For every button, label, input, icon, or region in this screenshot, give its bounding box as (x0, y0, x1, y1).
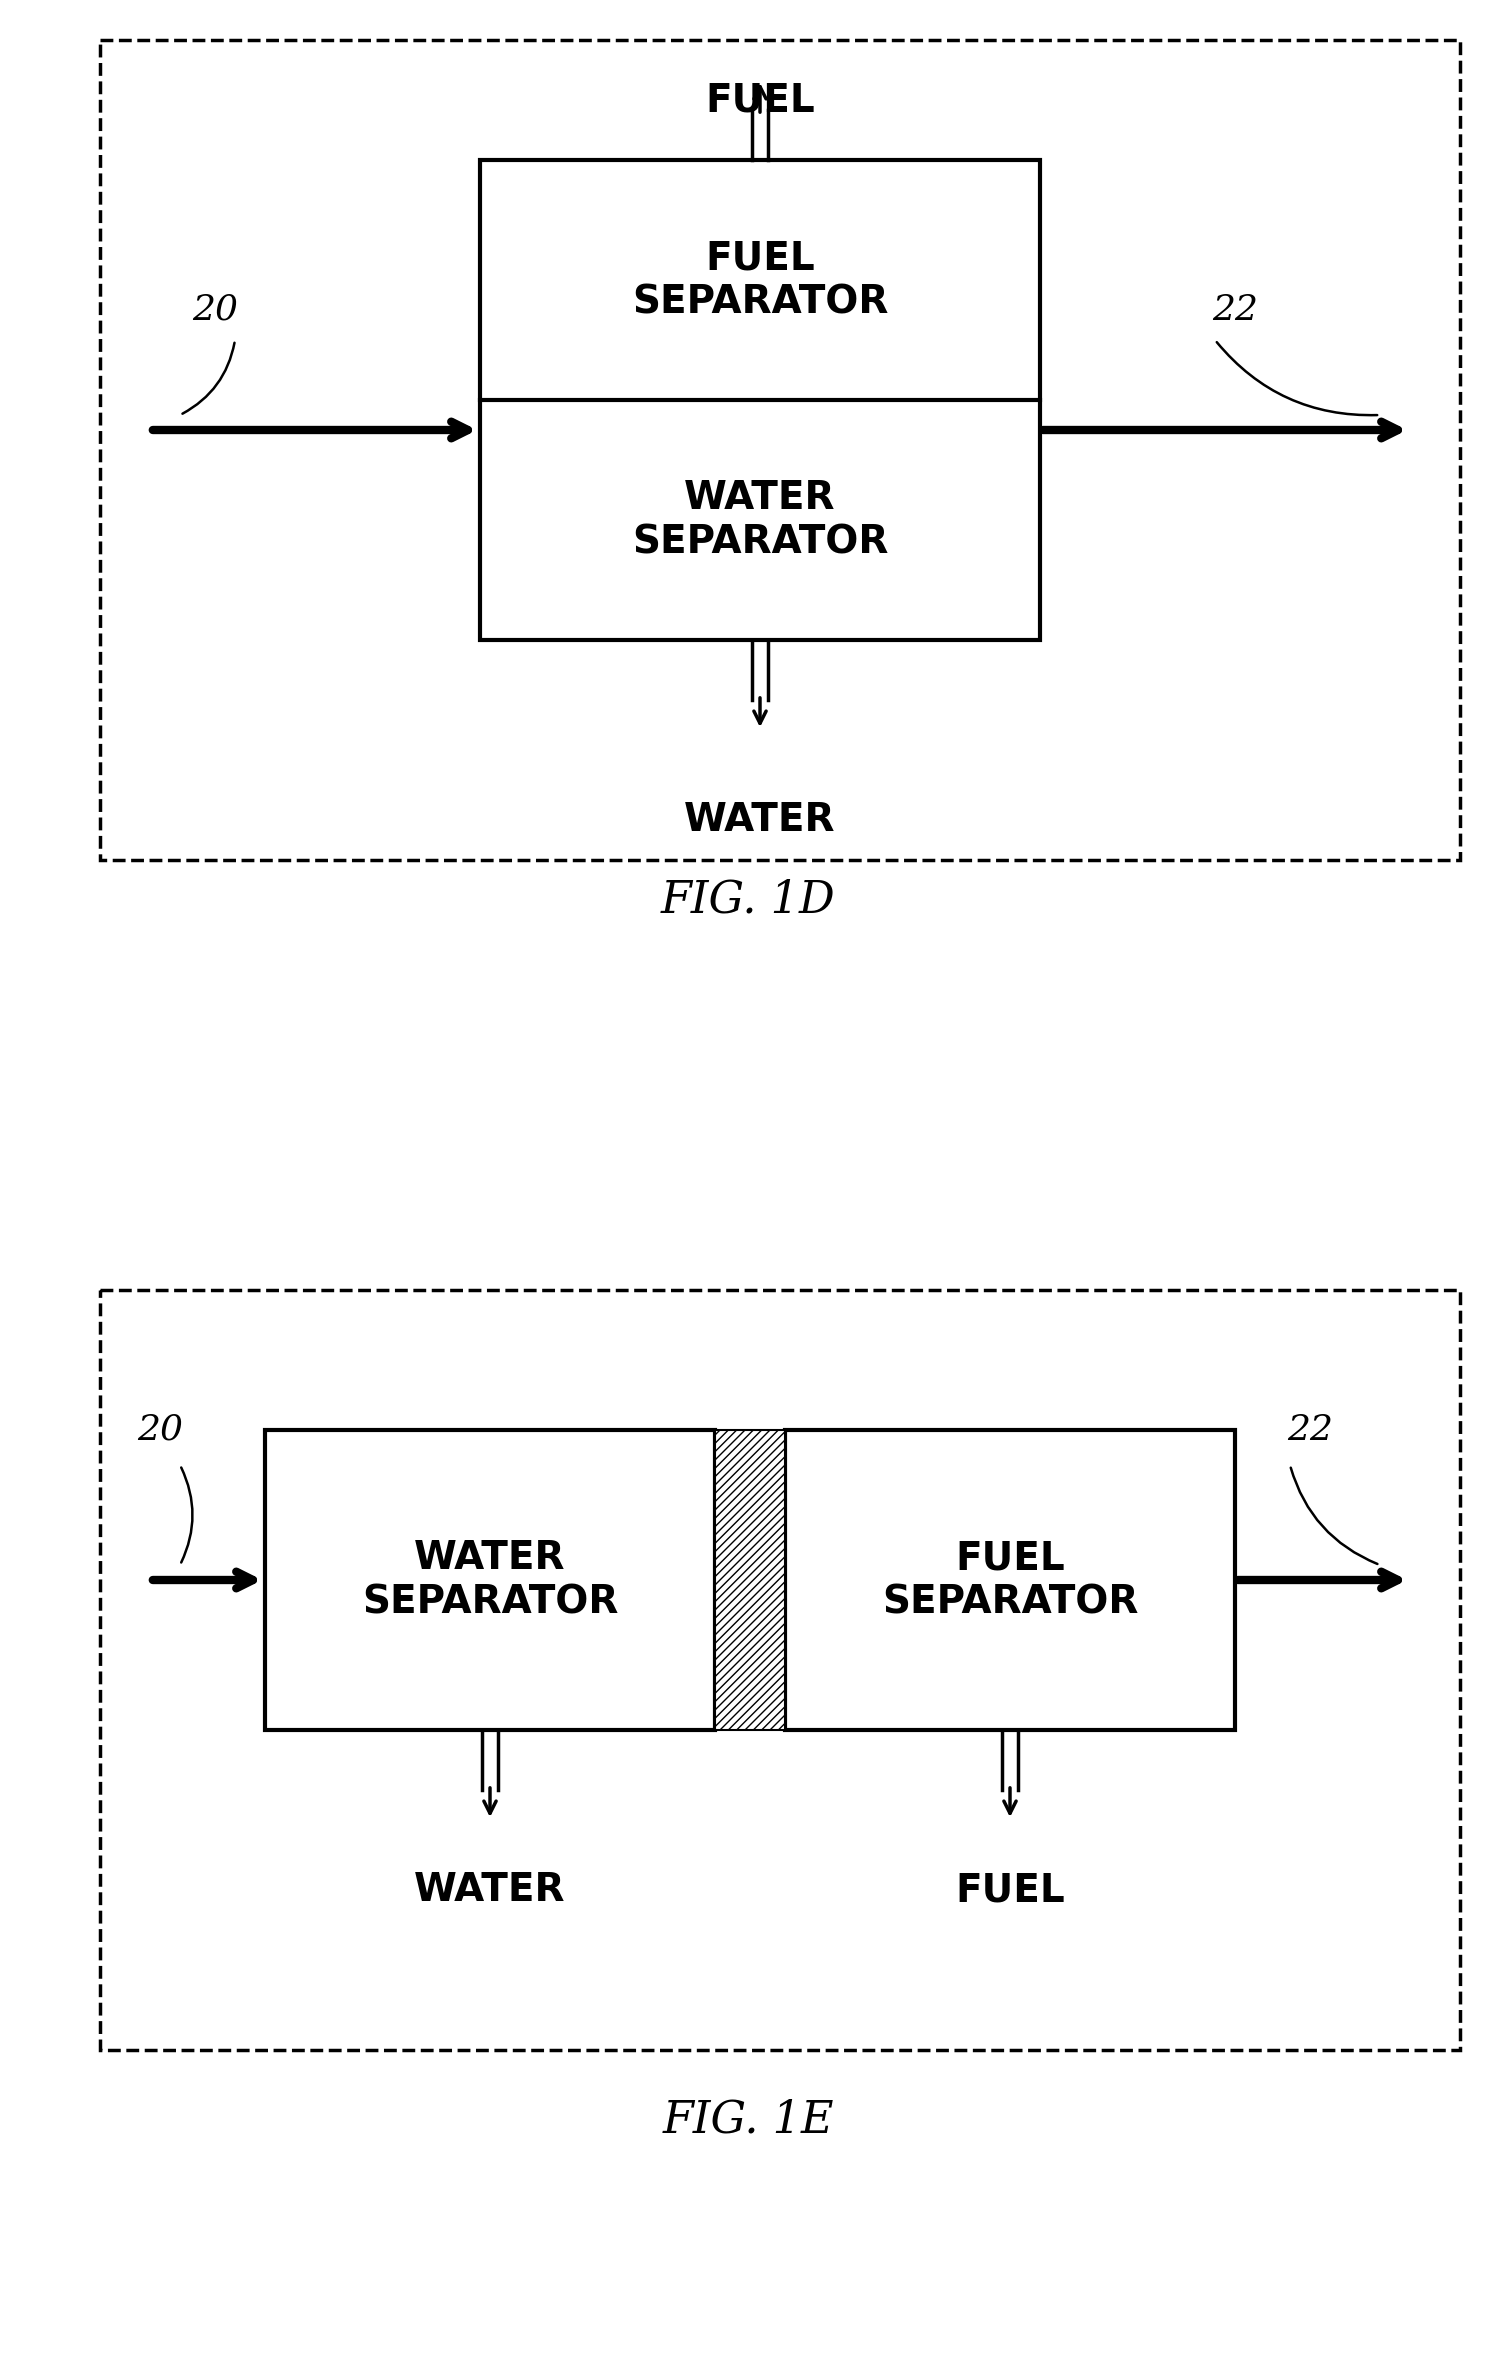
Text: FIG. 1D: FIG. 1D (661, 877, 835, 923)
Bar (715, 1429, 785, 1731)
Text: SEPARATOR: SEPARATOR (631, 523, 889, 561)
Text: WATER: WATER (684, 478, 836, 516)
Text: 22: 22 (1287, 1413, 1333, 1446)
Text: SEPARATOR: SEPARATOR (881, 1584, 1138, 1622)
Text: WATER: WATER (414, 1871, 565, 1910)
Text: FUEL: FUEL (705, 240, 815, 276)
Text: 20: 20 (138, 1413, 183, 1446)
Text: 22: 22 (1212, 292, 1258, 328)
Bar (480, 159, 1040, 640)
Text: FUEL: FUEL (954, 1871, 1065, 1910)
Text: FIG. 1E: FIG. 1E (663, 2097, 833, 2143)
Text: WATER: WATER (414, 1539, 565, 1577)
Bar (100, 40, 1460, 861)
Text: WATER: WATER (684, 801, 836, 839)
Bar (100, 1289, 1460, 2050)
Bar (785, 1429, 1236, 1731)
Text: FUEL: FUEL (954, 1539, 1065, 1577)
Text: FUEL: FUEL (705, 81, 815, 119)
Bar (265, 1429, 715, 1731)
Text: SEPARATOR: SEPARATOR (631, 283, 889, 321)
Text: SEPARATOR: SEPARATOR (362, 1584, 618, 1622)
Text: 20: 20 (191, 292, 238, 328)
